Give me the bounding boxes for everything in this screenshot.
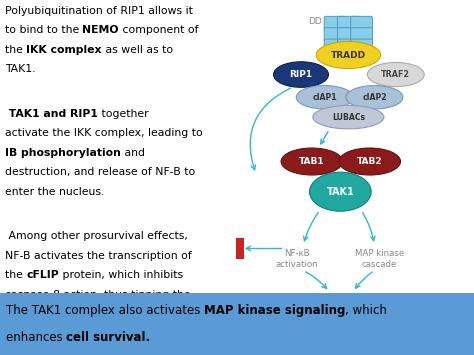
Text: TAK1: TAK1 xyxy=(327,187,354,197)
Text: scales in favor of survival.: scales in favor of survival. xyxy=(5,309,147,319)
Text: LUBACs: LUBACs xyxy=(332,113,365,122)
Ellipse shape xyxy=(313,105,384,129)
Text: cIAP2: cIAP2 xyxy=(362,93,387,102)
Text: the: the xyxy=(5,45,26,55)
Text: destruction, and release of NF-B to: destruction, and release of NF-B to xyxy=(5,167,195,177)
Text: cIAP1: cIAP1 xyxy=(312,93,337,102)
FancyBboxPatch shape xyxy=(337,16,359,30)
Text: as well as to: as well as to xyxy=(101,45,173,55)
Text: and: and xyxy=(120,148,145,158)
Text: enter the nucleus.: enter the nucleus. xyxy=(5,187,104,197)
FancyBboxPatch shape xyxy=(324,28,346,41)
Text: activate the IKK complex, leading to: activate the IKK complex, leading to xyxy=(5,128,202,138)
Text: MAP kinase signaling: MAP kinase signaling xyxy=(204,304,345,317)
Text: caspase-8 action, thus tipping the: caspase-8 action, thus tipping the xyxy=(5,290,191,300)
Ellipse shape xyxy=(316,42,381,69)
Text: TAK1.: TAK1. xyxy=(5,64,35,74)
FancyBboxPatch shape xyxy=(324,16,346,30)
Text: cell survival.: cell survival. xyxy=(66,331,150,344)
Text: Among other prosurvival effects,: Among other prosurvival effects, xyxy=(5,231,188,241)
Ellipse shape xyxy=(296,86,353,109)
FancyBboxPatch shape xyxy=(324,39,346,53)
Text: NF-κB
activation: NF-κB activation xyxy=(276,249,319,269)
Text: TAK1 and RIP1: TAK1 and RIP1 xyxy=(5,109,98,119)
Text: TRADD: TRADD xyxy=(331,50,366,60)
Text: NEMO: NEMO xyxy=(82,25,119,35)
FancyBboxPatch shape xyxy=(337,39,359,53)
Text: the: the xyxy=(5,270,26,280)
Text: The TAK1 complex also activates: The TAK1 complex also activates xyxy=(6,304,204,317)
Text: NF-B activates the transcription of: NF-B activates the transcription of xyxy=(5,251,191,261)
Ellipse shape xyxy=(281,148,343,175)
Ellipse shape xyxy=(310,172,371,211)
Text: Survival: Survival xyxy=(323,295,358,305)
Text: MAP kinase
cascade: MAP kinase cascade xyxy=(355,249,404,269)
Text: together: together xyxy=(98,109,148,119)
Text: IB phosphorylation: IB phosphorylation xyxy=(5,148,120,158)
Text: TAB1: TAB1 xyxy=(299,157,325,166)
Text: TRAF2: TRAF2 xyxy=(381,70,410,79)
Text: enhances: enhances xyxy=(6,331,66,344)
FancyBboxPatch shape xyxy=(351,28,373,41)
Text: RIP1: RIP1 xyxy=(290,70,312,79)
Ellipse shape xyxy=(367,62,424,87)
Ellipse shape xyxy=(346,86,403,109)
Text: protein, which inhibits: protein, which inhibits xyxy=(59,270,183,280)
FancyBboxPatch shape xyxy=(0,293,474,355)
Text: TAB2: TAB2 xyxy=(357,157,383,166)
Text: cFLIP: cFLIP xyxy=(26,270,59,280)
Text: to bind to the: to bind to the xyxy=(5,25,82,35)
FancyBboxPatch shape xyxy=(337,28,359,41)
Text: component of: component of xyxy=(119,25,199,35)
Text: , which: , which xyxy=(345,304,387,317)
Ellipse shape xyxy=(339,148,401,175)
FancyBboxPatch shape xyxy=(351,16,373,30)
Text: Polyubiquitination of RIP1 allows it: Polyubiquitination of RIP1 allows it xyxy=(5,6,192,16)
FancyBboxPatch shape xyxy=(351,39,373,53)
Ellipse shape xyxy=(273,62,328,87)
Text: DD: DD xyxy=(308,17,322,26)
Text: IKK complex: IKK complex xyxy=(26,45,101,55)
FancyBboxPatch shape xyxy=(236,238,244,259)
